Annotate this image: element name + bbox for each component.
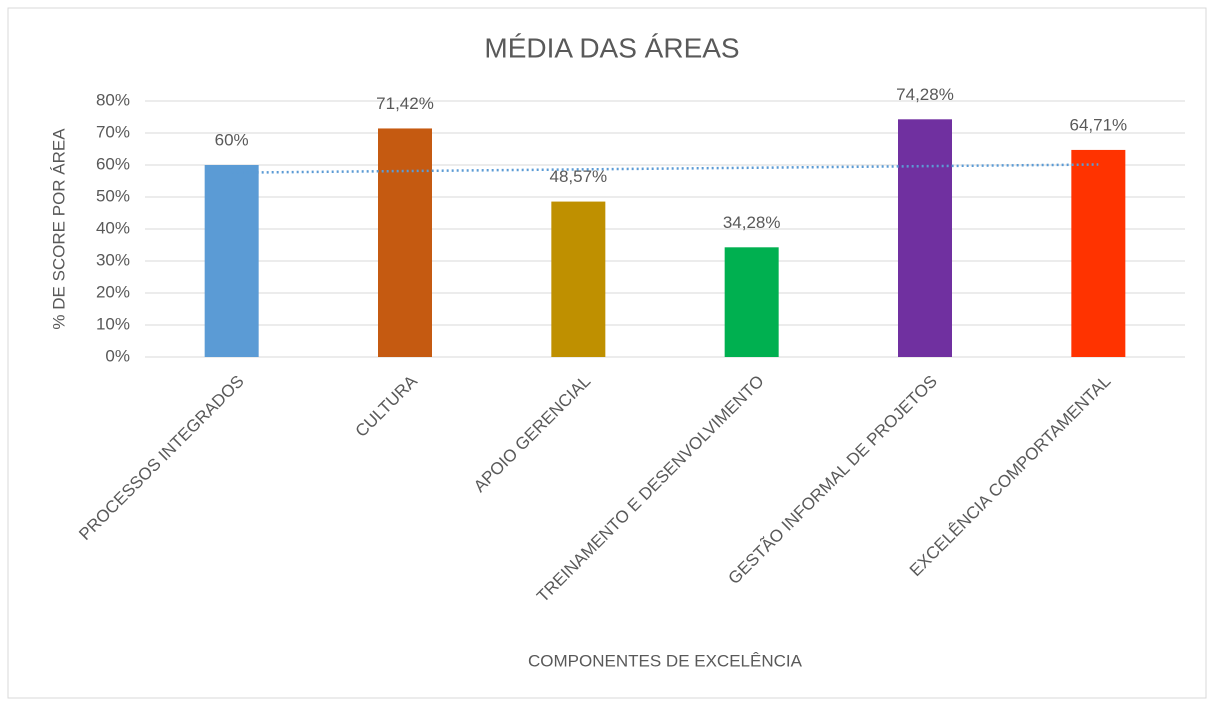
x-axis-label: COMPONENTES DE EXCELÊNCIA	[528, 651, 803, 670]
y-tick-label: 80%	[96, 90, 130, 109]
y-tick-label: 30%	[96, 250, 130, 269]
y-tick-label: 0%	[105, 346, 130, 365]
value-label: 64,71%	[1069, 115, 1127, 134]
bar	[204, 165, 259, 357]
chart-frame	[7, 7, 1207, 699]
chart-title: MÉDIA DAS ÁREAS	[484, 32, 739, 63]
value-label: 74,28%	[896, 85, 954, 104]
value-label: 48,57%	[549, 167, 607, 186]
y-tick-label: 70%	[96, 122, 130, 141]
y-tick-label: 10%	[96, 314, 130, 333]
value-label: 34,28%	[723, 213, 781, 232]
bar	[898, 119, 952, 357]
y-tick-label: 50%	[96, 186, 130, 205]
bar	[378, 128, 432, 357]
value-label: 71,42%	[376, 94, 434, 113]
value-label: 60%	[215, 130, 249, 149]
bar	[551, 201, 606, 357]
y-tick-label: 20%	[96, 282, 130, 301]
bar	[1071, 149, 1126, 357]
y-axis-label: % DE SCORE POR ÁREA	[49, 128, 68, 330]
y-tick-label: 40%	[96, 218, 130, 237]
y-tick-label: 60%	[96, 154, 130, 173]
bar	[724, 247, 779, 357]
